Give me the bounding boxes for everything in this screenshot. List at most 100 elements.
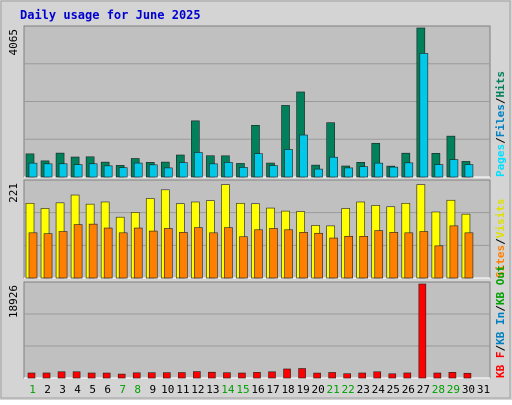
x-tick-label: 15 (236, 383, 249, 396)
x-tick-label: 17 (266, 383, 279, 396)
bar-kb-f-day-30 (463, 372, 472, 379)
bar-sites-day-30 (464, 232, 474, 279)
legend-entry: Files (494, 104, 507, 137)
legend-entry: / (494, 137, 507, 144)
x-tick-label: 25 (387, 383, 400, 396)
bar-files-day-10 (163, 167, 173, 178)
x-tick-label: 22 (342, 383, 355, 396)
bar-sites-day-24 (374, 230, 384, 279)
bar-kb-f-day-5 (87, 372, 96, 379)
x-tick-label: 10 (161, 383, 174, 396)
x-tick-label: 7 (119, 383, 126, 396)
bar-kb-f-day-28 (433, 372, 442, 379)
bar-sites-day-22 (344, 235, 353, 279)
x-tick-label: 8 (134, 383, 141, 396)
bar-kb-f-day-29 (448, 372, 457, 379)
bar-sites-day-25 (389, 232, 399, 279)
bar-sites-day-3 (58, 231, 68, 279)
bar-files-day-5 (88, 163, 98, 178)
x-tick-label: 3 (59, 383, 66, 396)
bar-kb-f-day-2 (42, 372, 51, 379)
x-tick-label: 26 (402, 383, 415, 396)
bar-sites-day-28 (434, 245, 444, 279)
bar-files-day-13 (209, 163, 218, 178)
panel-background (23, 281, 491, 379)
bar-files-day-6 (103, 165, 113, 178)
bar-kb-f-day-11 (178, 372, 186, 379)
bar-kb-f-day-4 (72, 371, 81, 379)
bar-files-day-2 (43, 163, 53, 178)
bar-files-day-25 (389, 166, 399, 178)
bar-kb-f-day-18 (283, 368, 291, 379)
x-tick-label: 16 (251, 383, 264, 396)
legend-entry: KB Out (494, 265, 507, 305)
bar-files-day-21 (329, 156, 338, 178)
legend-entry: Pages (494, 144, 507, 177)
bar-files-day-12 (194, 152, 203, 178)
bar-kb-f-day-1 (27, 372, 36, 379)
bar-files-day-19 (299, 134, 308, 178)
panel-max-label: 221 (7, 183, 20, 203)
legend-entry: / (494, 238, 507, 245)
bar-files-day-7 (118, 167, 128, 178)
legend-entry: KB F (494, 352, 507, 379)
bar-kb-f-day-25 (388, 373, 397, 379)
bar-kb-f-day-9 (147, 372, 156, 379)
bar-sites-day-15 (239, 236, 248, 279)
bar-sites-day-4 (73, 224, 83, 279)
bar-kb-f-day-26 (403, 372, 412, 379)
x-tick-label: 24 (372, 383, 386, 396)
panel-max-label: 18926 (7, 285, 20, 318)
legend-entry: Sites (494, 245, 507, 278)
bar-kb-f-day-3 (57, 371, 66, 379)
bar-sites-day-16 (254, 229, 263, 279)
chart-title: Daily usage for June 2025 (20, 8, 201, 22)
bar-kb-f-day-23 (358, 372, 367, 379)
panel-visits_sites: 221 Sites/Visits (7, 179, 507, 279)
bar-kb-f-day-10 (162, 372, 171, 379)
x-tick-label: 20 (312, 383, 325, 396)
bar-files-day-23 (359, 166, 369, 178)
bar-kb-f-day-8 (132, 372, 141, 379)
bar-kb-f-day-19 (298, 368, 306, 379)
bar-files-day-17 (269, 165, 278, 178)
bar-sites-day-1 (28, 232, 38, 279)
panel-legend: Pages/Files/Hits (494, 71, 507, 177)
legend-entry: Hits (494, 71, 507, 98)
bar-files-day-29 (449, 159, 459, 178)
bar-sites-day-14 (224, 227, 233, 279)
legend-entry: KB In (494, 312, 507, 345)
bar-sites-day-29 (449, 225, 459, 279)
x-tick-label: 6 (104, 383, 111, 396)
legend-entry: Visits (494, 199, 507, 239)
bar-files-day-24 (374, 162, 384, 178)
bar-sites-day-2 (43, 233, 53, 279)
bar-sites-day-7 (118, 232, 128, 279)
bar-sites-day-13 (209, 232, 218, 279)
bar-files-day-22 (344, 167, 353, 178)
x-tick-label: 18 (281, 383, 294, 396)
legend-entry: / (494, 345, 507, 352)
bar-files-day-1 (28, 162, 38, 178)
bar-sites-day-18 (284, 229, 293, 279)
panel-legend: KB F/KB In/KB Out (494, 265, 507, 378)
x-tick-label: 23 (357, 383, 370, 396)
bar-files-day-9 (148, 164, 158, 178)
bar-sites-day-5 (88, 223, 98, 279)
bar-sites-day-6 (103, 227, 113, 279)
bar-files-day-3 (58, 163, 68, 178)
x-tick-label: 12 (191, 383, 204, 396)
bar-kb-f-day-20 (313, 372, 321, 379)
bar-sites-day-10 (163, 228, 173, 279)
bar-kb-f-day-14 (223, 372, 231, 379)
bar-sites-day-20 (314, 232, 323, 279)
x-tick-label: 5 (89, 383, 96, 396)
panel-legend: Sites/Visits (494, 199, 507, 279)
bar-sites-day-19 (299, 232, 308, 279)
bar-sites-day-9 (148, 230, 158, 279)
x-tick-label: 29 (447, 383, 460, 396)
x-tick-label: 30 (462, 383, 475, 396)
